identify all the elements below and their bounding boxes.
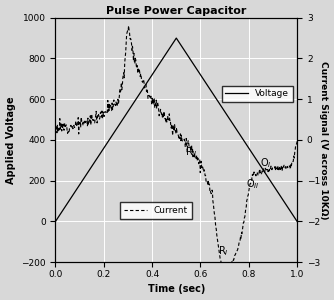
Y-axis label: Current Signal (V across 10KΩ): Current Signal (V across 10KΩ) bbox=[319, 61, 328, 219]
Y-axis label: Applied Voltage: Applied Voltage bbox=[6, 96, 16, 184]
X-axis label: Time (sec): Time (sec) bbox=[148, 284, 205, 294]
Text: R$_{II}$: R$_{II}$ bbox=[185, 145, 197, 159]
Title: Pulse Power Capacitor: Pulse Power Capacitor bbox=[106, 6, 246, 16]
Text: R$_{I}$: R$_{I}$ bbox=[218, 244, 228, 258]
Text: O$_{II}$: O$_{II}$ bbox=[246, 177, 260, 191]
Legend: Current: Current bbox=[120, 202, 191, 219]
Text: O$_{I}$: O$_{I}$ bbox=[260, 157, 271, 170]
